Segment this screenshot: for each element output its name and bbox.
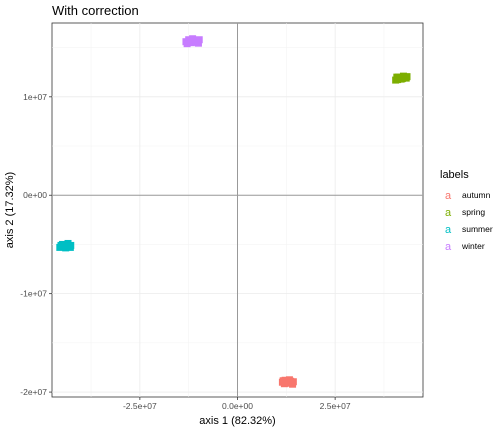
x-axis-ticks: -2.5e+07 0.0e+00 2.5e+07 bbox=[123, 397, 351, 411]
data-point-winter bbox=[189, 35, 197, 43]
legend-key-summer: a bbox=[445, 224, 452, 236]
y-tick-label: 0e+00 bbox=[23, 190, 47, 200]
data-point-autumn bbox=[289, 378, 297, 386]
legend-label-spring: spring bbox=[462, 207, 485, 217]
data-point-spring bbox=[403, 73, 411, 81]
legend-title: labels bbox=[440, 169, 469, 181]
x-tick-label: -2.5e+07 bbox=[123, 401, 157, 411]
legend-label-summer: summer bbox=[462, 224, 493, 234]
x-tick-label: 2.5e+07 bbox=[320, 401, 351, 411]
data-point-winter bbox=[194, 39, 202, 47]
legend-key-winter: a bbox=[445, 241, 452, 253]
data-points bbox=[56, 35, 411, 388]
legend-label-autumn: autumn bbox=[462, 190, 491, 200]
data-point-spring bbox=[393, 73, 401, 81]
x-axis-title: axis 1 (82.32%) bbox=[199, 415, 275, 427]
data-point-spring bbox=[398, 75, 406, 83]
y-tick-label: 1e+07 bbox=[23, 92, 47, 102]
y-axis-title: axis 2 (17.32%) bbox=[4, 172, 16, 248]
legend-key-spring: a bbox=[445, 207, 452, 219]
y-tick-label: -2e+07 bbox=[20, 387, 47, 397]
data-point-summer bbox=[63, 242, 71, 250]
y-tick-label: -1e+07 bbox=[20, 289, 47, 299]
data-point-autumn bbox=[285, 376, 293, 384]
data-point-autumn bbox=[279, 377, 287, 385]
data-point-winter bbox=[183, 40, 191, 48]
legend-label-winter: winter bbox=[461, 241, 485, 251]
x-tick-label: 0.0e+00 bbox=[222, 401, 253, 411]
reference-lines bbox=[52, 23, 423, 397]
data-point-summer bbox=[57, 241, 65, 249]
legend-key-autumn: a bbox=[445, 190, 452, 202]
y-axis-ticks: -2e+07 -1e+07 0e+00 1e+07 bbox=[20, 92, 52, 397]
chart-title: With correction bbox=[52, 3, 139, 18]
